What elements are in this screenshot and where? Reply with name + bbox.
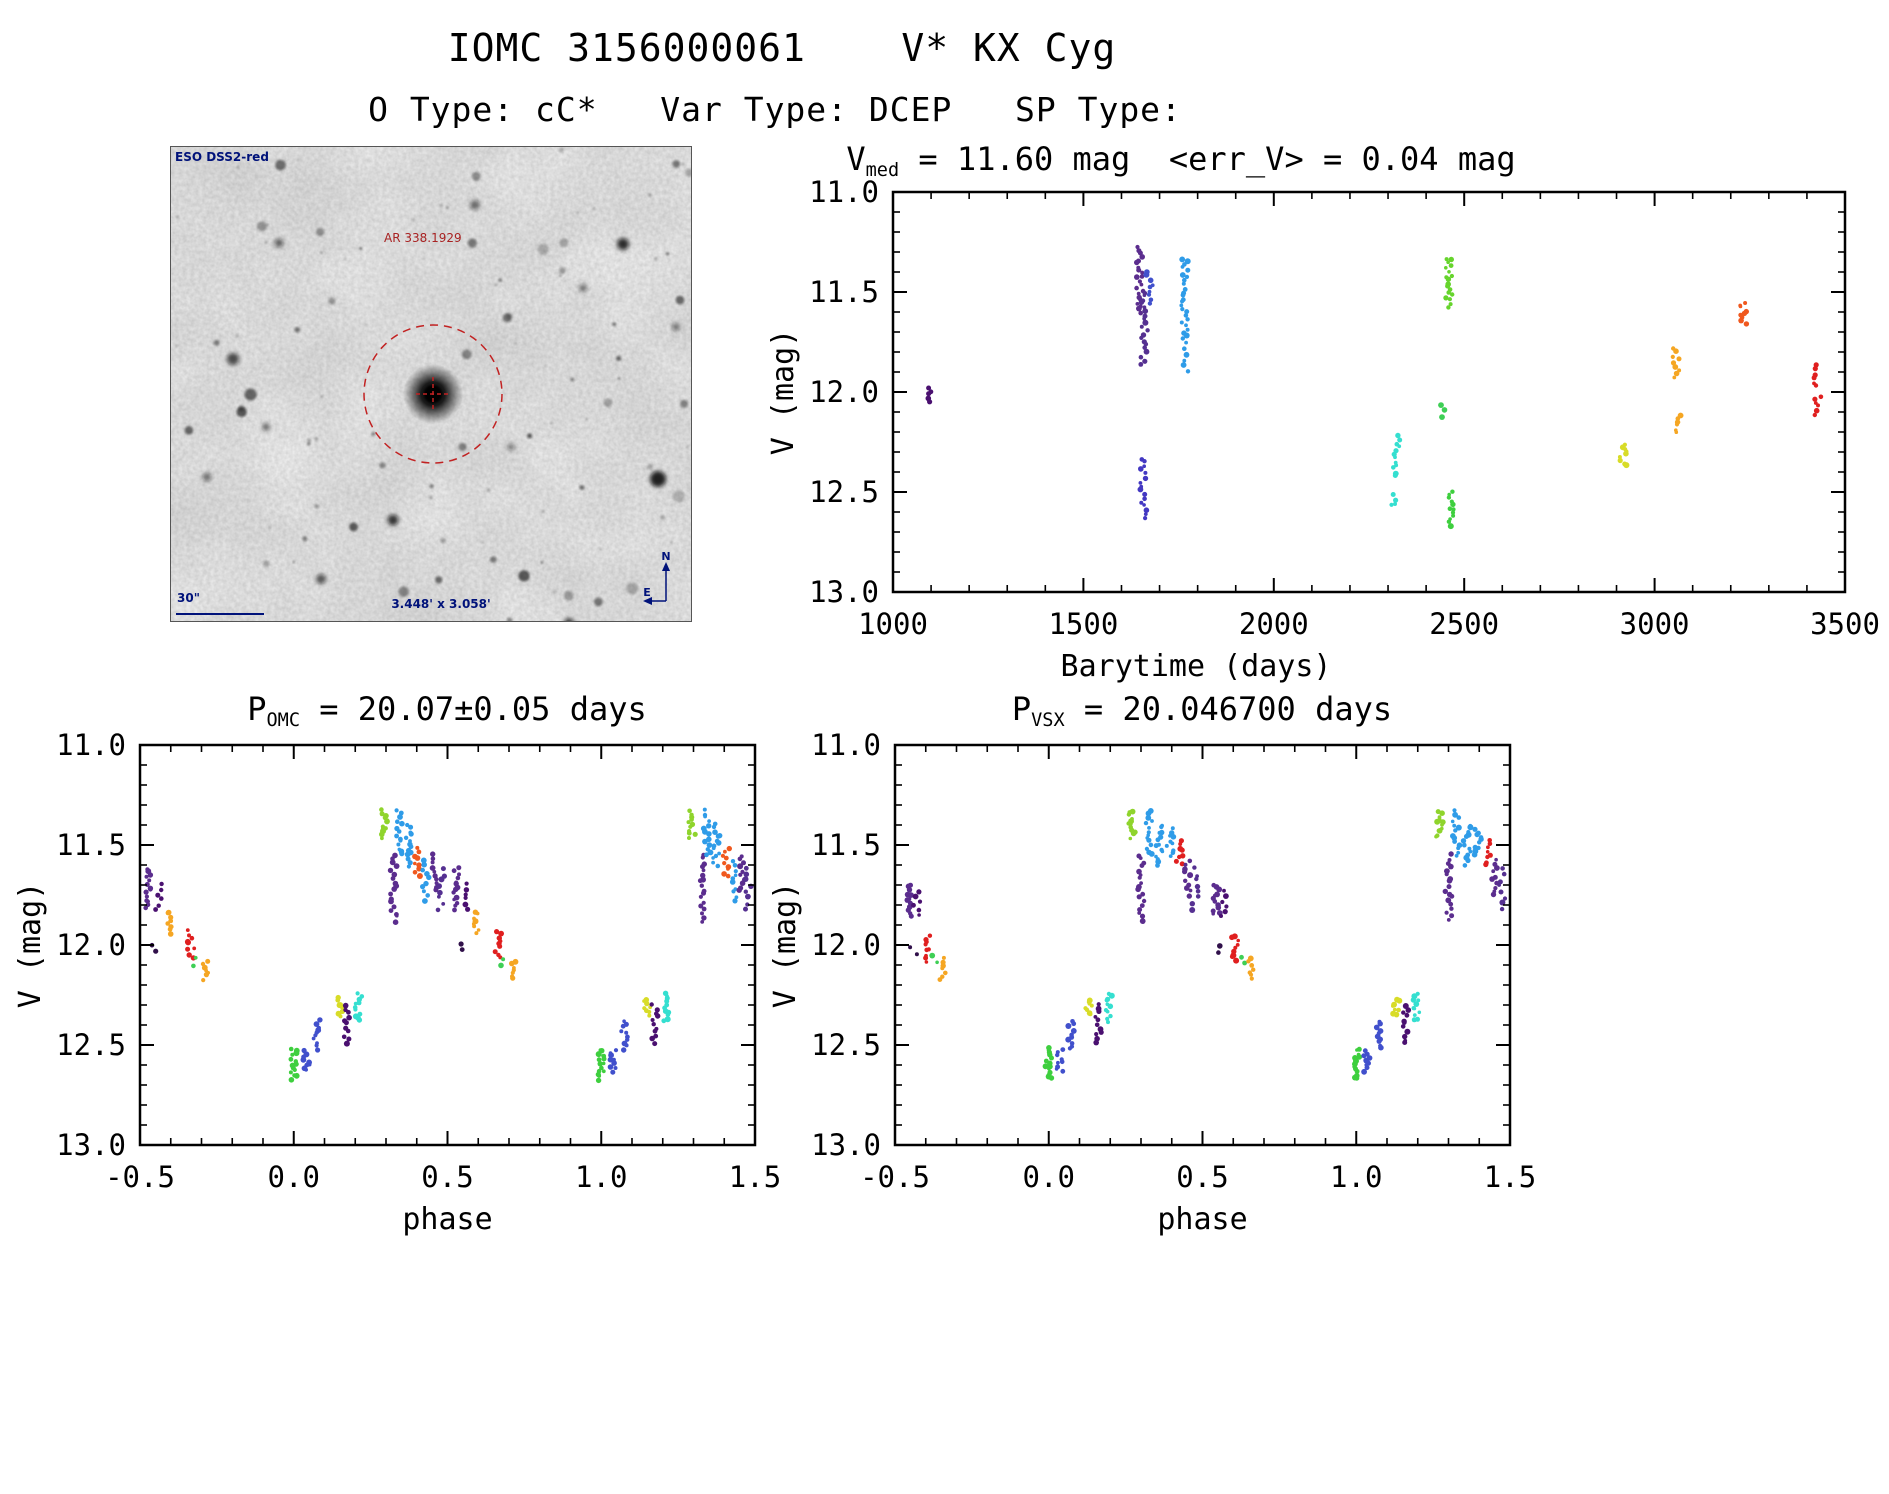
svg-text:0.0: 0.0: [268, 1160, 320, 1194]
compass-e-label: E: [643, 586, 651, 599]
compass-n-label: N: [661, 551, 670, 563]
survey-label: ESO DSS2-red: [175, 150, 269, 164]
svg-text:0.5: 0.5: [1176, 1160, 1228, 1194]
svg-text:13.0: 13.0: [811, 1128, 881, 1162]
svg-text:V (mag): V (mag): [768, 882, 803, 1008]
fov-label: 3.448' x 3.058': [391, 597, 491, 611]
svg-text:phase: phase: [402, 1202, 492, 1237]
svg-text:12.0: 12.0: [56, 928, 126, 962]
svg-text:12.0: 12.0: [809, 375, 879, 409]
svg-text:11.0: 11.0: [56, 728, 126, 762]
svg-text:1.0: 1.0: [1330, 1160, 1382, 1194]
vmed-subscript: med: [865, 159, 900, 181]
svg-text:12.5: 12.5: [811, 1028, 881, 1062]
svg-text:Barytime (days): Barytime (days): [1061, 649, 1332, 684]
period-omc-title: POMC = 20.07±0.05 days: [97, 690, 797, 731]
pomc-value: = 20.07±0.05 days: [299, 690, 647, 728]
compass-east-arrow: [643, 597, 652, 605]
svg-text:1.0: 1.0: [575, 1160, 627, 1194]
pvsx-subscript: VSX: [1031, 709, 1065, 731]
pomc-subscript: OMC: [266, 709, 300, 731]
svg-text:3500: 3500: [1810, 607, 1880, 641]
svg-text:13.0: 13.0: [809, 575, 879, 609]
svg-text:2000: 2000: [1239, 607, 1309, 641]
svg-text:1000: 1000: [858, 607, 928, 641]
svg-text:-0.5: -0.5: [860, 1160, 930, 1194]
compass-north-arrow: [662, 562, 670, 571]
coordinate-label: AR 338.1929: [384, 231, 462, 245]
svg-text:0.5: 0.5: [421, 1160, 473, 1194]
scale-label: 30": [177, 591, 200, 605]
svg-text:12.5: 12.5: [809, 475, 879, 509]
svg-text:1.5: 1.5: [1484, 1160, 1536, 1194]
vmed-symbol: V: [846, 140, 866, 178]
svg-text:12.0: 12.0: [811, 928, 881, 962]
svg-text:11.0: 11.0: [811, 728, 881, 762]
svg-text:11.5: 11.5: [811, 828, 881, 862]
svg-text:11.5: 11.5: [809, 275, 879, 309]
svg-text:1500: 1500: [1048, 607, 1118, 641]
svg-text:11.5: 11.5: [56, 828, 126, 862]
pomc-symbol: P: [247, 690, 267, 728]
finding-chart: ESO DSS2-red AR 338.1929 30" 3.448' x 3.…: [170, 146, 692, 622]
svg-text:13.0: 13.0: [56, 1128, 126, 1162]
svg-text:2500: 2500: [1429, 607, 1499, 641]
svg-text:3000: 3000: [1620, 607, 1690, 641]
svg-text:phase: phase: [1157, 1202, 1247, 1237]
compass-icon: N E: [643, 551, 671, 605]
period-vsx-title: PVSX = 20.046700 days: [852, 690, 1552, 731]
vmed-value: = 11.60 mag <err_V> = 0.04 mag: [899, 140, 1516, 178]
svg-text:V (mag): V (mag): [13, 882, 48, 1008]
svg-text:12.5: 12.5: [56, 1028, 126, 1062]
page-title: IOMC 3156000061 V* KX Cyg: [447, 26, 1117, 70]
starfield-image: [171, 147, 691, 621]
page-subtitle: O Type: cC* Var Type: DCEP SP Type:: [368, 90, 1182, 129]
svg-text:V (mag): V (mag): [766, 329, 801, 455]
svg-text:1.5: 1.5: [729, 1160, 781, 1194]
pvsx-symbol: P: [1011, 690, 1032, 728]
pvsx-value: = 20.046700 days: [1064, 690, 1393, 728]
svg-text:-0.5: -0.5: [105, 1160, 175, 1194]
svg-text:0.0: 0.0: [1023, 1160, 1075, 1194]
scale-bar: [176, 613, 264, 615]
lightcurve-title: Vmed = 11.60 mag <err_V> = 0.04 mag: [781, 140, 1581, 181]
